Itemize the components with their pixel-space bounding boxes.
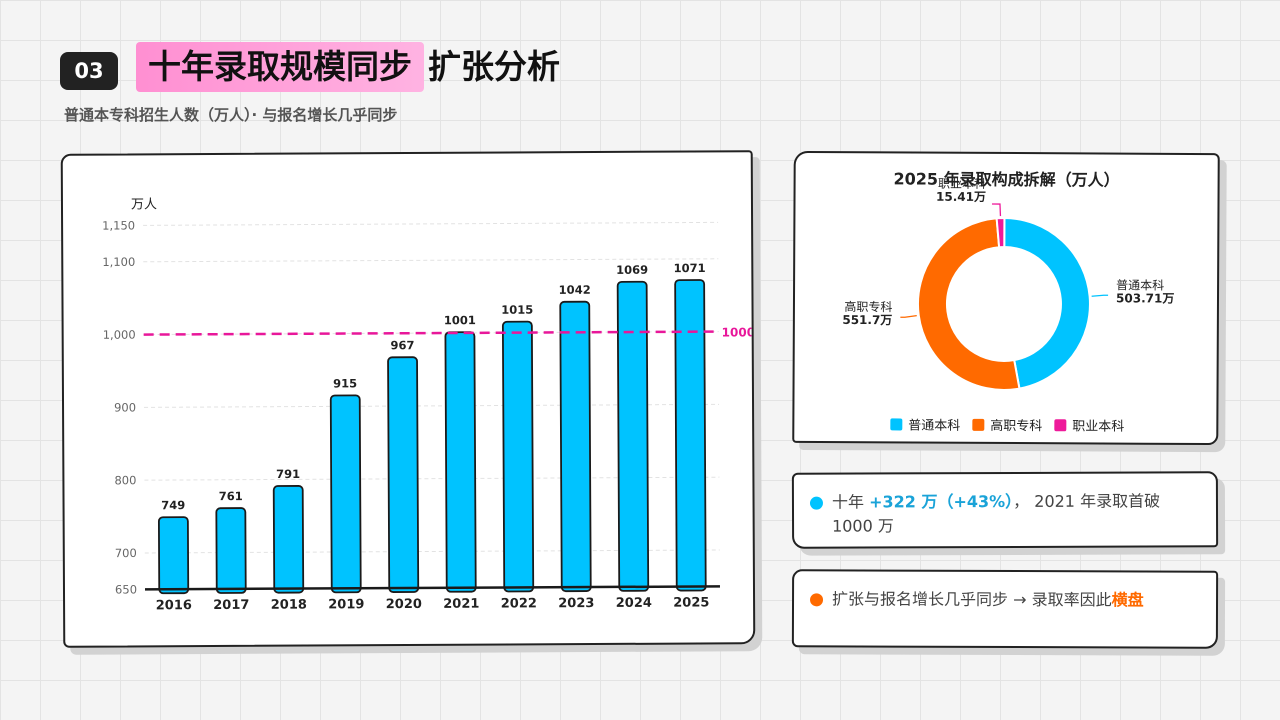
donut-leader-line: [1091, 294, 1109, 297]
legend-label: 职业本科: [1072, 419, 1124, 434]
donut-slice-name: 普通本科: [1116, 278, 1164, 292]
donut-slice-value: 15.41万: [936, 190, 986, 204]
bar: [559, 300, 592, 593]
bar-value-label: 791: [276, 467, 300, 481]
y-tick-label: 900: [114, 400, 136, 414]
y-tick-label: 1,000: [103, 328, 136, 342]
x-tick-label: 2021: [443, 597, 479, 612]
x-tick-label: 2020: [386, 597, 422, 612]
bar: [329, 394, 362, 594]
donut-chart-card: 2025 年录取构成拆解（万人） 普通本科 503.71万 高职专科 551.7万 职业本…: [792, 150, 1220, 446]
y-tick-label: 1,100: [102, 255, 135, 269]
grid-line: [143, 221, 719, 226]
x-tick-label: 2019: [328, 597, 364, 612]
bar: [616, 280, 650, 592]
bar: [215, 507, 247, 594]
legend-swatch: [1054, 419, 1067, 432]
bar-value-label: 967: [390, 338, 414, 352]
bar: [387, 356, 420, 593]
bar-value-label: 915: [333, 376, 357, 390]
note-card-rate: 扩张与报名增长几乎同步 → 录取率因此横盘: [791, 569, 1219, 649]
donut-slice-name: 职业本科: [938, 177, 986, 191]
donut-slice: [1003, 216, 1091, 390]
title-highlight: 十年录取规模同步: [136, 42, 424, 92]
y-tick-label: 800: [114, 473, 136, 487]
bar-value-label: 749: [161, 498, 185, 512]
donut-slice-value: 551.7万: [842, 313, 892, 327]
donut-slice: [995, 216, 1006, 249]
legend-label: 普通本科: [908, 418, 960, 433]
bar-value-label: 1015: [501, 303, 533, 317]
bar: [444, 331, 477, 593]
legend-swatch: [972, 418, 985, 431]
bar: [272, 485, 305, 594]
note-card-growth: 十年 +322 万（+43%）， 2021 年录取首破 1000 万: [791, 471, 1219, 549]
y-tick-label: 700: [115, 546, 137, 560]
bar-value-label: 1042: [559, 283, 591, 297]
donut-title: 2025 年录取构成拆解（万人）: [894, 169, 1120, 189]
donut-leader-line: [900, 315, 917, 318]
title-rest: 扩张分析: [428, 47, 560, 86]
donut-slice: [916, 217, 1021, 391]
donut-leader-line: [991, 203, 1002, 217]
x-axis-line: [144, 585, 720, 591]
x-tick-label: 2016: [156, 598, 192, 613]
grid-line: [143, 258, 719, 263]
x-tick-label: 2024: [616, 596, 652, 611]
reference-line-label: 1000: [722, 325, 754, 339]
x-tick-label: 2025: [673, 595, 709, 610]
bar-chart-card: 万人 650 700 800 900 1,000 1,100 1,150 749 2016 761 2…: [60, 150, 756, 648]
y-tick-label: 650: [115, 582, 137, 596]
donut-slice-name: 高职专科: [844, 299, 892, 314]
note-text-growth: 十年 +322 万（+43%）， 2021 年录取首破 1000 万: [831, 491, 1161, 536]
donut-chart: 2025 年录取构成拆解（万人）普通本科503.71万高职专科551.7万职业本…: [842, 169, 1174, 434]
y-axis-label: 万人: [131, 197, 157, 212]
x-tick-label: 2017: [213, 598, 249, 613]
x-tick-label: 2018: [271, 598, 307, 613]
note-text-rate: 扩张与报名增长几乎同步 → 录取率因此横盘: [832, 589, 1144, 610]
bar-value-label: 1001: [444, 313, 476, 327]
x-tick-label: 2022: [501, 596, 537, 611]
y-tick-label: 1,150: [102, 218, 135, 232]
bar: [674, 279, 707, 592]
bullet-dot: [810, 593, 824, 607]
legend-label: 高职专科: [990, 418, 1042, 434]
section-number-badge: 03: [60, 52, 118, 90]
x-tick-label: 2023: [558, 596, 594, 611]
bullet-dot: [809, 496, 823, 510]
bar-value-label: 1071: [674, 261, 706, 275]
legend-swatch: [890, 418, 903, 431]
bar-value-label: 1069: [616, 263, 648, 277]
bar-chart: 万人 650 700 800 900 1,000 1,100 1,150 749 2016 761 2…: [102, 197, 755, 613]
bar: [157, 516, 190, 595]
donut-slice-value: 503.71万: [1116, 291, 1174, 305]
bar-value-label: 761: [219, 489, 243, 503]
page-subtitle: 普通本专科招生人数（万人）· 与报名增长几乎同步: [64, 106, 398, 124]
page-title: 十年录取规模同步 扩张分析: [136, 42, 560, 92]
bar: [501, 320, 535, 593]
